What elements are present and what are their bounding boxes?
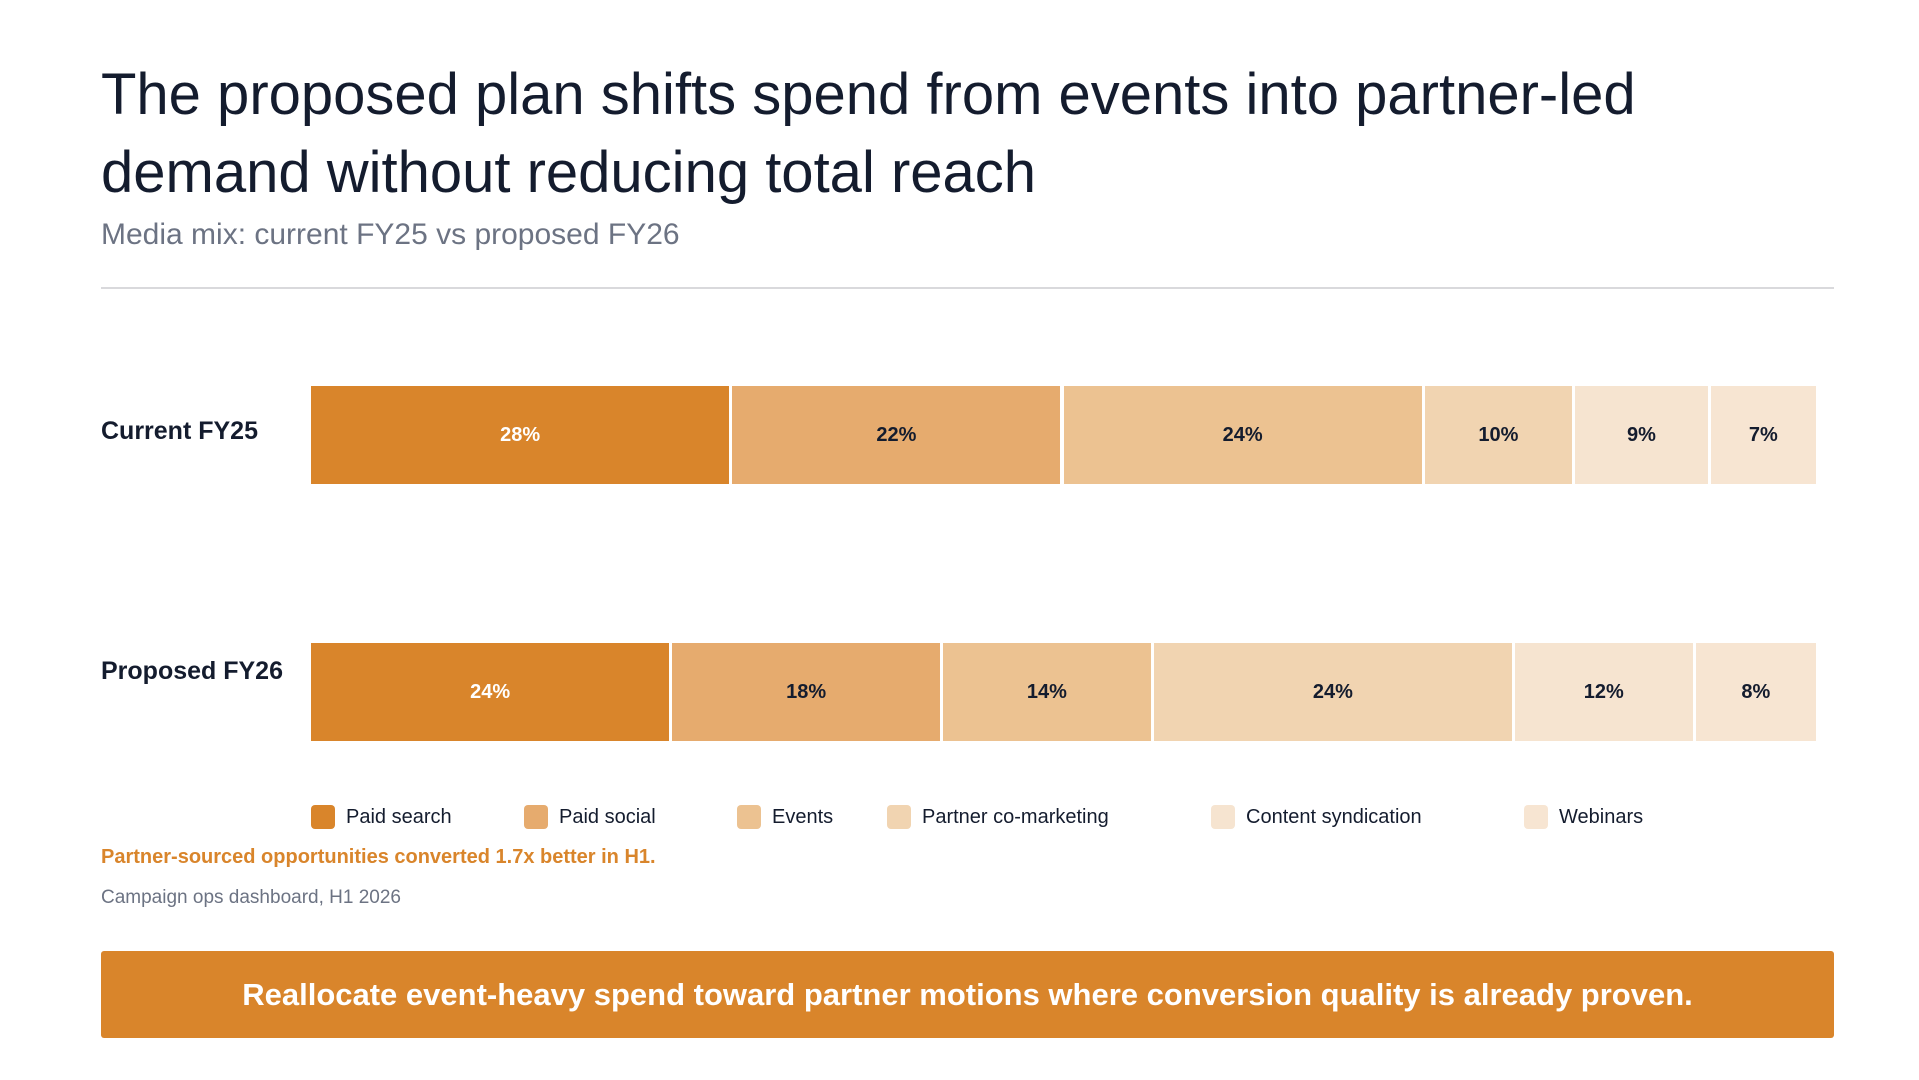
legend-label-events: Events	[772, 805, 834, 828]
legend-item-webinars: Webinars	[1524, 802, 1643, 832]
insight-note: Partner-sourced opportunities converted …	[101, 846, 656, 868]
bar-segment-content-syndication-proposed-fy26: 12%	[1515, 643, 1693, 741]
bar-segment-events-proposed-fy26: 14%	[943, 643, 1151, 741]
bar-segment-paid-search-proposed-fy26: 24%	[311, 643, 670, 741]
legend-swatch-paid-search	[311, 805, 335, 829]
data-label-paid-social-current-fy25: 22%	[876, 423, 917, 446]
legend-swatch-content-syndication	[1211, 805, 1235, 829]
data-label-partner-co-marketing-proposed-fy26: 24%	[1312, 680, 1353, 703]
data-label-webinars-current-fy25: 7%	[1748, 423, 1778, 446]
legend-label-partner-co-marketing: Partner co-marketing	[922, 805, 1109, 828]
source-note: Campaign ops dashboard, H1 2026	[101, 887, 401, 908]
bar-segment-partner-co-marketing-current-fy25: 10%	[1424, 386, 1573, 484]
data-label-content-syndication-proposed-fy26: 12%	[1583, 680, 1624, 703]
legend-label-paid-search: Paid search	[346, 805, 452, 828]
legend-label-paid-social: Paid social	[559, 805, 656, 828]
legend-label-content-syndication: Content syndication	[1246, 805, 1422, 828]
legend-label-webinars: Webinars	[1559, 805, 1644, 828]
row-label-current: Current FY25	[101, 417, 258, 445]
data-label-partner-co-marketing-current-fy25: 10%	[1478, 423, 1519, 446]
legend-swatch-partner-co-marketing	[887, 805, 911, 829]
legend-item-paid-search: Paid search	[311, 802, 452, 832]
legend-swatch-paid-social	[524, 805, 548, 829]
bar-segment-paid-social-current-fy25: 22%	[732, 386, 1061, 484]
legend-item-partner-co-marketing: Partner co-marketing	[887, 802, 1109, 832]
chart-subtitle: Media mix: current FY25 vs proposed FY26	[101, 218, 680, 251]
bar-segment-paid-social-proposed-fy26: 18%	[672, 643, 941, 741]
takeaway-text: Reallocate event-heavy spend toward part…	[242, 976, 1693, 1012]
chart-legend: Paid search Paid social Events Partner co-m…	[0, 802, 1919, 832]
title-divider	[101, 287, 1834, 289]
legend-swatch-webinars	[1524, 805, 1548, 829]
data-label-paid-search-proposed-fy26: 24%	[470, 680, 511, 703]
data-label-events-proposed-fy26: 14%	[1026, 680, 1067, 703]
takeaway-banner: Reallocate event-heavy spend toward part…	[101, 951, 1834, 1038]
bar-segment-partner-co-marketing-proposed-fy26: 24%	[1153, 643, 1512, 741]
bar-segment-events-current-fy25: 24%	[1063, 386, 1422, 484]
legend-swatch-events	[737, 805, 761, 829]
legend-item-events: Events	[737, 802, 833, 832]
data-label-paid-social-proposed-fy26: 18%	[786, 680, 827, 703]
bar-segment-content-syndication-current-fy25: 9%	[1575, 386, 1708, 484]
row-label-proposed: Proposed FY26	[101, 657, 283, 685]
data-label-content-syndication-current-fy25: 9%	[1626, 423, 1656, 446]
page-title: The proposed plan shifts spend from even…	[101, 62, 1636, 205]
data-label-paid-search-current-fy25: 28%	[500, 423, 541, 446]
data-label-webinars-proposed-fy26: 8%	[1741, 680, 1771, 703]
data-label-events-current-fy25: 24%	[1222, 423, 1263, 446]
bar-segment-webinars-proposed-fy26: 8%	[1695, 643, 1816, 741]
legend-item-content-syndication: Content syndication	[1211, 802, 1422, 832]
stacked-bar-current: 28% 22% 24% 10% 9% 7%	[311, 386, 1816, 484]
bar-segment-webinars-current-fy25: 7%	[1710, 386, 1816, 484]
legend-item-paid-social: Paid social	[524, 802, 656, 832]
stacked-bar-proposed: 24% 18% 14% 24% 12% 8%	[311, 643, 1816, 741]
bar-segment-paid-search-current-fy25: 28%	[311, 386, 730, 484]
